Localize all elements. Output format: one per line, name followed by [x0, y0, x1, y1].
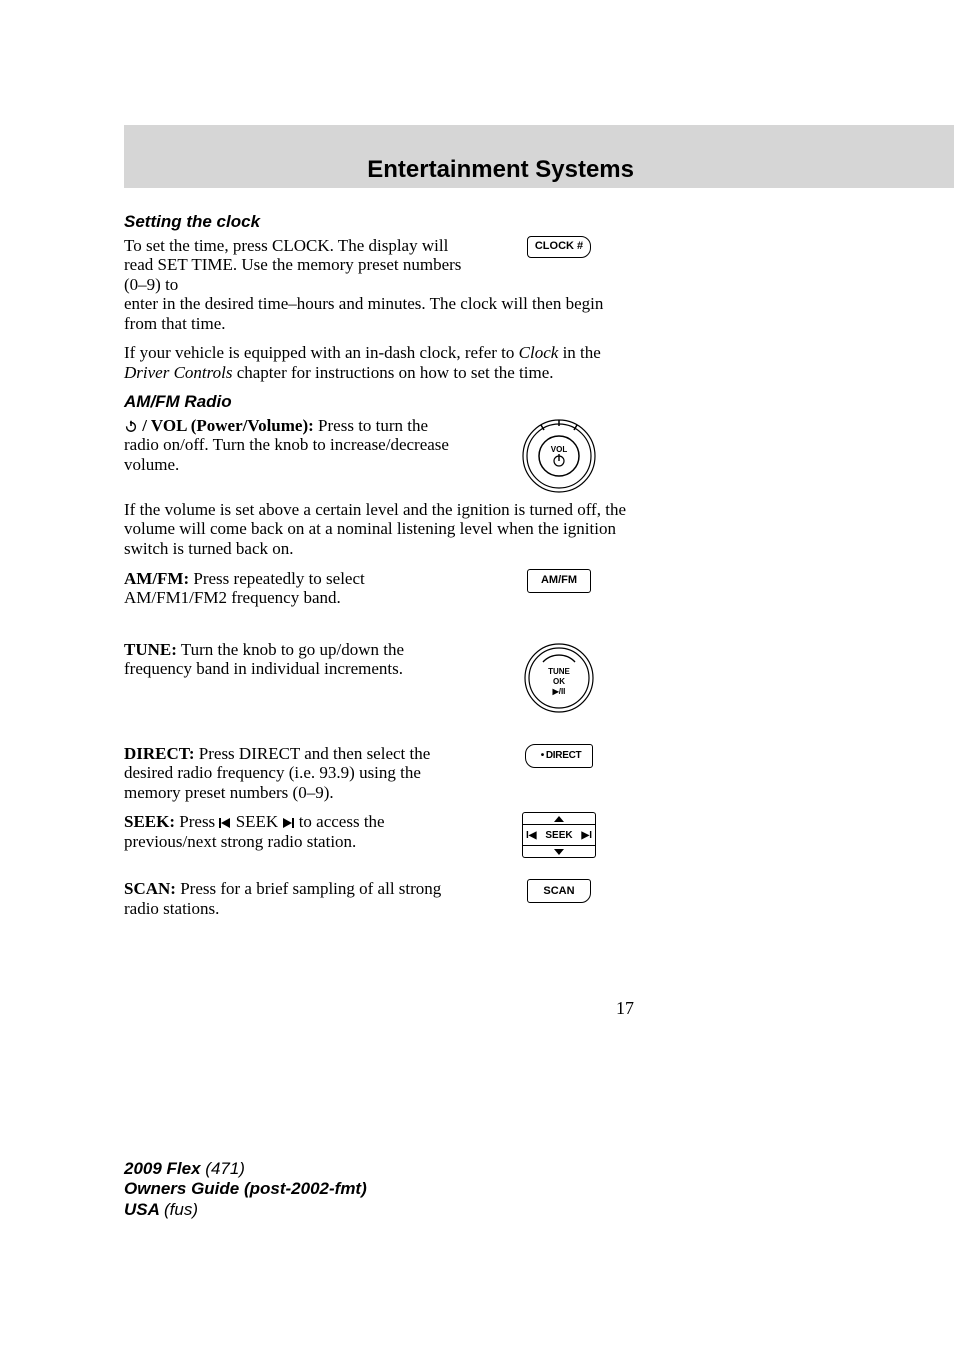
footer-guide: Owners Guide (post-2002-fmt) — [124, 1179, 367, 1198]
tune-knob-icon: TUNE OK ▶/II — [521, 640, 597, 716]
seek-text-mid: SEEK — [231, 812, 282, 831]
vol-label: / VOL (Power/Volume): — [138, 416, 314, 435]
page-number: 17 — [0, 998, 634, 1019]
seek-button-icon: I◀ SEEK ▶I — [522, 812, 596, 858]
direct-button-icon: DIRECT — [525, 744, 593, 768]
footer-model: 2009 Flex — [124, 1159, 205, 1178]
page-content: Setting the clock To set the time, press… — [124, 212, 634, 928]
seek-next-small-icon: ▶I — [582, 830, 592, 842]
clock-text-1a: To set the time, press CLOCK. The displa… — [124, 236, 461, 294]
power-icon — [124, 418, 138, 432]
vol-text-2a: If the volume is set above a certain lev… — [124, 500, 601, 519]
footer-region-code: (fus) — [164, 1200, 198, 1219]
seek-next-icon — [282, 814, 294, 826]
amfm-label: AM/FM: — [124, 569, 189, 588]
clock-button-icon: CLOCK # — [527, 236, 591, 258]
subheading-radio: AM/FM Radio — [124, 392, 634, 412]
clock-text-2b: in the — [558, 343, 601, 362]
clock-text-2a: If your vehicle is equipped with an in-d… — [124, 343, 519, 362]
footer-model-code: (471) — [205, 1159, 245, 1178]
tune-label: TUNE: — [124, 640, 177, 659]
seek-button-label: SEEK — [545, 830, 572, 842]
seek-prev-icon — [219, 814, 231, 826]
section-header-band: Entertainment Systems — [124, 125, 954, 188]
clock-text-italic-clock: Clock — [519, 343, 559, 362]
amfm-button-icon: AM/FM — [527, 569, 591, 593]
vol-text-2: If the volume is set above a certain lev… — [124, 500, 634, 559]
seek-prev-small-icon: I◀ — [526, 830, 536, 842]
svg-text:VOL: VOL — [551, 445, 568, 454]
clock-text-2: If your vehicle is equipped with an in-d… — [124, 343, 634, 382]
section-header-title: Entertainment Systems — [367, 156, 634, 184]
seek-down-icon — [554, 849, 564, 855]
svg-text:TUNE: TUNE — [548, 667, 570, 676]
clock-text-2c: chapter for instructions on how to set t… — [232, 363, 553, 382]
amfm-row: AM/FM: Press repeatedly to select AM/FM1… — [124, 569, 634, 618]
seek-up-icon — [554, 816, 564, 822]
subheading-clock: Setting the clock — [124, 212, 634, 232]
seek-text-a: Press — [175, 812, 219, 831]
scan-button-icon: SCAN — [527, 879, 591, 903]
seek-label: SEEK: — [124, 812, 175, 831]
scan-label: SCAN: — [124, 879, 176, 898]
volume-knob-icon: VOL — [519, 416, 599, 496]
svg-text:OK: OK — [553, 677, 565, 686]
direct-row: DIRECT: Press DIRECT and then select the… — [124, 744, 634, 813]
seek-row: SEEK: Press SEEK to access the previous/… — [124, 812, 634, 861]
svg-text:▶/II: ▶/II — [552, 687, 566, 696]
footer-region: USA — [124, 1200, 164, 1219]
tune-row: TUNE: Turn the knob to go up/down the fr… — [124, 640, 634, 716]
clock-text-1b: enter in the desired time–hours and minu… — [124, 294, 603, 333]
direct-label: DIRECT: — [124, 744, 195, 763]
vol-row: / VOL (Power/Volume): Press to turn the … — [124, 416, 634, 496]
clock-row: To set the time, press CLOCK. The displa… — [124, 236, 634, 295]
footer: 2009 Flex (471) Owners Guide (post-2002-… — [124, 1159, 367, 1220]
clock-text-italic-chapter: Driver Controls — [124, 363, 232, 382]
scan-row: SCAN: Press for a brief sampling of all … — [124, 879, 634, 928]
